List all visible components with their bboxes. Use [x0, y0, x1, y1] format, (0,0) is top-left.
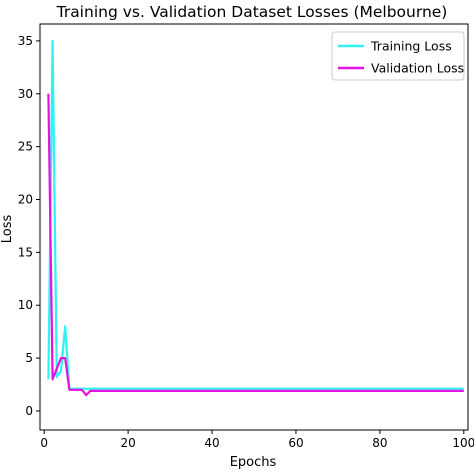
- y-tick-label: 10: [18, 298, 33, 312]
- y-tick-label: 35: [18, 34, 33, 48]
- x-tick-label: 100: [452, 436, 474, 450]
- chart-title: Training vs. Validation Dataset Losses (…: [56, 3, 448, 21]
- legend: Training Loss Validation Loss: [331, 31, 465, 81]
- x-axis-label: Epochs: [230, 455, 277, 470]
- x-tick-label: 80: [372, 436, 387, 450]
- series-layer: [47, 39, 464, 397]
- y-tick-label: 20: [18, 193, 33, 207]
- series-line-validation-loss: [47, 93, 464, 397]
- ticks-layer: 0 20 40 60 80 100 0 5 10 15 20 25 30 35: [18, 34, 474, 450]
- x-tick-label: 0: [40, 436, 48, 450]
- x-tick-label: 20: [120, 436, 135, 450]
- series-line-training-loss: [47, 39, 464, 390]
- y-tick-label: 15: [18, 245, 33, 259]
- legend-label: Training Loss: [370, 39, 452, 54]
- x-tick-label: 60: [288, 436, 303, 450]
- legend-label: Validation Loss: [371, 61, 464, 76]
- y-axis-label: Loss: [0, 215, 15, 244]
- y-tick-label: 5: [25, 351, 33, 365]
- y-tick-label: 0: [25, 404, 33, 418]
- y-tick-label: 25: [18, 140, 33, 154]
- y-tick-label: 30: [18, 87, 33, 101]
- plot-frame: [39, 23, 469, 431]
- legend-box: [331, 31, 465, 81]
- x-tick-label: 40: [204, 436, 219, 450]
